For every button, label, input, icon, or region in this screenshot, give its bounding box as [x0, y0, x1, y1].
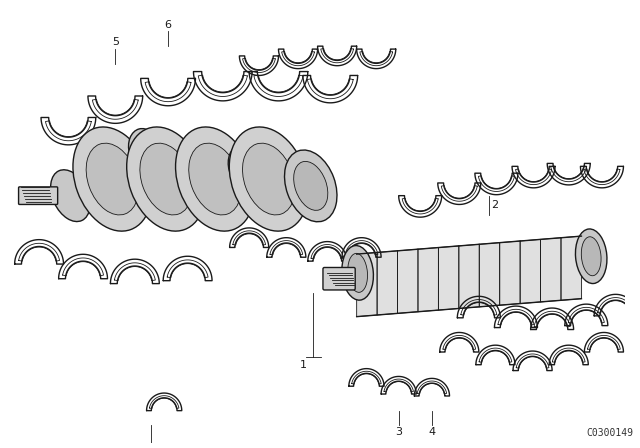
Ellipse shape — [294, 161, 328, 211]
Ellipse shape — [140, 143, 193, 215]
Ellipse shape — [581, 237, 601, 276]
Polygon shape — [500, 241, 520, 305]
Text: 6: 6 — [164, 20, 172, 30]
Ellipse shape — [189, 143, 241, 215]
Ellipse shape — [243, 143, 295, 215]
Polygon shape — [418, 248, 438, 312]
Polygon shape — [479, 243, 500, 307]
Ellipse shape — [228, 145, 260, 188]
Ellipse shape — [51, 170, 90, 222]
Text: 1: 1 — [300, 360, 307, 370]
Ellipse shape — [342, 246, 373, 300]
Polygon shape — [459, 244, 479, 309]
Ellipse shape — [348, 254, 367, 293]
Text: 2: 2 — [492, 200, 499, 211]
Text: C0300149: C0300149 — [586, 428, 634, 438]
Text: 5: 5 — [112, 37, 119, 47]
Ellipse shape — [73, 127, 152, 231]
Ellipse shape — [129, 129, 161, 171]
Ellipse shape — [285, 150, 337, 222]
Ellipse shape — [229, 127, 308, 231]
Text: 4: 4 — [428, 427, 435, 437]
Polygon shape — [397, 249, 418, 313]
Ellipse shape — [127, 127, 205, 231]
Ellipse shape — [86, 143, 139, 215]
Ellipse shape — [175, 127, 255, 231]
Polygon shape — [541, 238, 561, 302]
FancyBboxPatch shape — [323, 267, 355, 290]
Ellipse shape — [179, 145, 212, 188]
FancyBboxPatch shape — [19, 187, 58, 204]
Text: 3: 3 — [395, 427, 402, 437]
Polygon shape — [377, 251, 397, 315]
Polygon shape — [438, 246, 459, 310]
Polygon shape — [561, 236, 581, 300]
Polygon shape — [520, 239, 541, 304]
Ellipse shape — [575, 229, 607, 284]
Polygon shape — [356, 253, 377, 317]
